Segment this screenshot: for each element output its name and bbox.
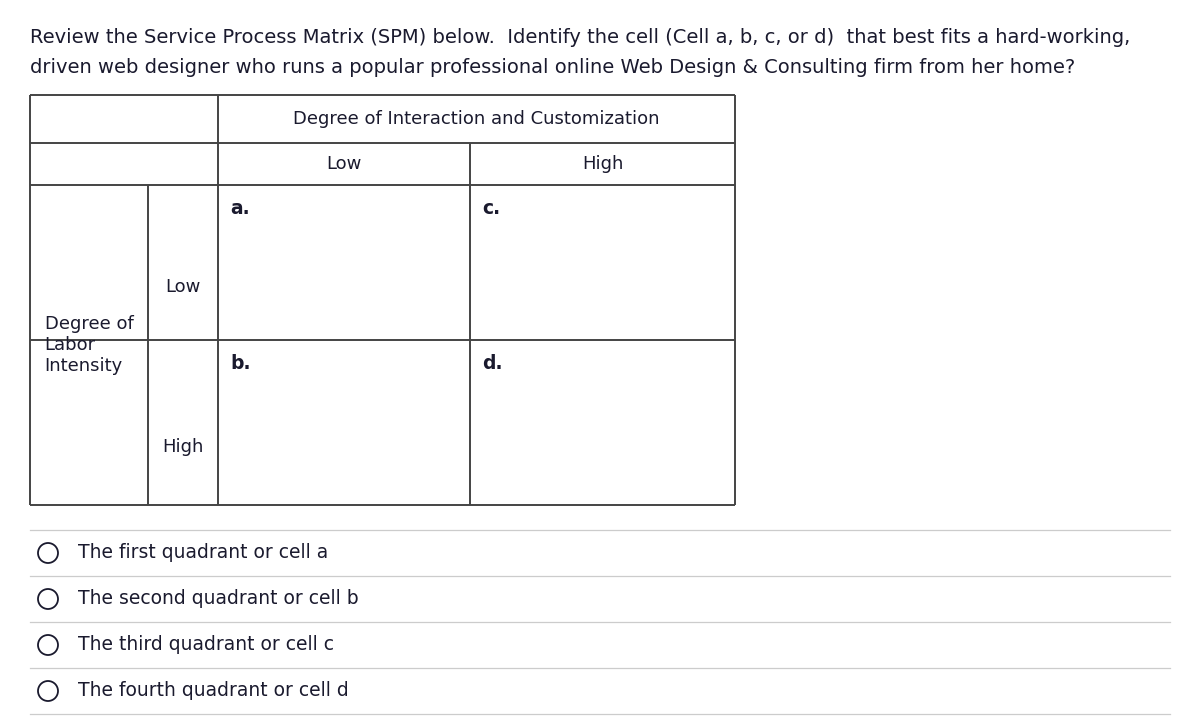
Text: The fourth quadrant or cell d: The fourth quadrant or cell d [78, 682, 349, 701]
Text: Low: Low [326, 155, 361, 173]
Text: d.: d. [482, 354, 503, 373]
Text: Low: Low [166, 279, 200, 297]
Text: driven web designer who runs a popular professional online Web Design & Consulti: driven web designer who runs a popular p… [30, 58, 1075, 77]
Text: c.: c. [482, 199, 500, 218]
Text: High: High [162, 438, 204, 456]
Text: The first quadrant or cell a: The first quadrant or cell a [78, 544, 329, 562]
Text: a.: a. [230, 199, 250, 218]
Text: Review the Service Process Matrix (SPM) below.  Identify the cell (Cell a, b, c,: Review the Service Process Matrix (SPM) … [30, 28, 1130, 47]
Text: Degree of Interaction and Customization: Degree of Interaction and Customization [293, 110, 660, 128]
Text: Degree of
Labor
Intensity: Degree of Labor Intensity [44, 315, 133, 375]
Text: b.: b. [230, 354, 251, 373]
Text: The second quadrant or cell b: The second quadrant or cell b [78, 590, 359, 608]
Text: High: High [582, 155, 623, 173]
Text: The third quadrant or cell c: The third quadrant or cell c [78, 636, 334, 654]
